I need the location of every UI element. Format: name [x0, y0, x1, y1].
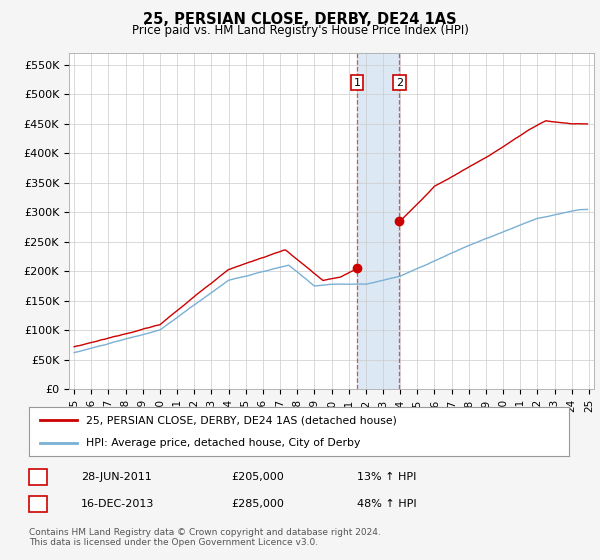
Text: HPI: Average price, detached house, City of Derby: HPI: Average price, detached house, City…: [86, 438, 360, 448]
Text: 48% ↑ HPI: 48% ↑ HPI: [357, 499, 416, 509]
Text: 1: 1: [353, 78, 361, 88]
Text: 25, PERSIAN CLOSE, DERBY, DE24 1AS: 25, PERSIAN CLOSE, DERBY, DE24 1AS: [143, 12, 457, 27]
Text: 13% ↑ HPI: 13% ↑ HPI: [357, 472, 416, 482]
Text: 28-JUN-2011: 28-JUN-2011: [81, 472, 152, 482]
Text: 25, PERSIAN CLOSE, DERBY, DE24 1AS (detached house): 25, PERSIAN CLOSE, DERBY, DE24 1AS (deta…: [86, 416, 397, 426]
Text: £205,000: £205,000: [231, 472, 284, 482]
Text: Contains HM Land Registry data © Crown copyright and database right 2024.
This d: Contains HM Land Registry data © Crown c…: [29, 528, 380, 547]
Text: Price paid vs. HM Land Registry's House Price Index (HPI): Price paid vs. HM Land Registry's House …: [131, 24, 469, 36]
Text: 16-DEC-2013: 16-DEC-2013: [81, 499, 154, 509]
Text: 2: 2: [396, 78, 403, 88]
Text: 2: 2: [34, 499, 41, 509]
Text: 1: 1: [34, 472, 41, 482]
Text: £285,000: £285,000: [231, 499, 284, 509]
Bar: [357, 53, 400, 389]
